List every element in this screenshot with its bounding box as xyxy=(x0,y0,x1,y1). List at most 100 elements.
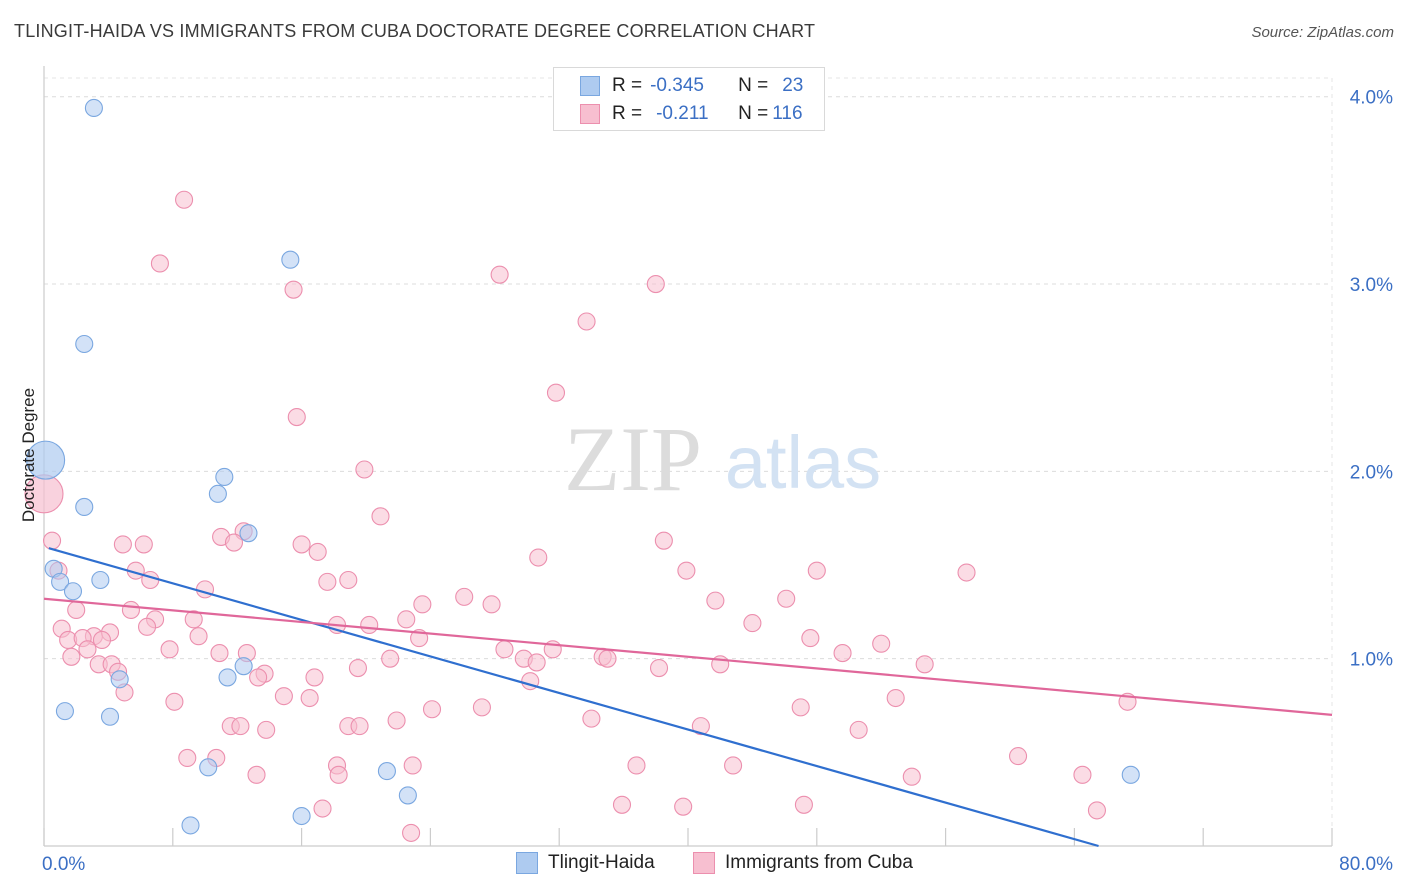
point-cuba xyxy=(62,647,81,666)
point-tlingit xyxy=(63,582,83,601)
legend-swatch-tlingit xyxy=(516,852,538,874)
legend-item-tlingit: Tlingit-Haida xyxy=(516,852,655,874)
point-cuba xyxy=(274,687,293,706)
point-cuba xyxy=(339,570,358,590)
point-cuba xyxy=(210,644,229,663)
legend-swatch-tlingit xyxy=(580,76,600,96)
point-cuba xyxy=(413,595,432,614)
point-tlingit xyxy=(199,758,218,777)
point-cuba xyxy=(257,720,276,739)
point-cuba xyxy=(224,533,244,552)
point-cuba xyxy=(348,658,368,678)
x-tick-label: 0.0% xyxy=(42,854,85,875)
point-tlingit xyxy=(234,657,253,676)
trend-lines xyxy=(43,547,1333,848)
point-cuba xyxy=(195,580,215,599)
y-tick-label: 1.0% xyxy=(1350,650,1393,671)
watermark: ZIP atlas xyxy=(564,408,881,510)
point-cuba xyxy=(902,767,921,786)
point-cuba xyxy=(165,692,184,711)
point-cuba xyxy=(141,570,160,590)
point-tlingit xyxy=(110,670,129,689)
point-cuba xyxy=(674,797,693,816)
point-cuba xyxy=(777,589,796,608)
point-cuba xyxy=(92,630,112,650)
legend-row-tlingit: R = -0.345 N = 23 xyxy=(554,73,803,99)
legend-item-cuba: Immigrants from Cuba xyxy=(693,852,913,874)
point-cuba xyxy=(137,617,157,636)
point-cuba xyxy=(247,765,266,784)
y-tick-label: 2.0% xyxy=(1350,462,1393,483)
point-tlingit xyxy=(1121,765,1140,784)
point-tlingit xyxy=(75,497,94,517)
point-cuba xyxy=(300,688,319,708)
point-tlingit xyxy=(239,524,258,543)
point-cuba xyxy=(724,756,743,775)
legend-row-cuba: R = -0.211 N = 116 xyxy=(554,101,803,127)
y-axis-label: Doctorate Degree xyxy=(19,388,38,522)
point-cuba xyxy=(482,595,501,614)
point-cuba xyxy=(490,265,509,284)
point-cuba xyxy=(381,649,400,668)
point-cuba xyxy=(495,640,514,659)
series-legend: Tlingit-Haida Immigrants from Cuba xyxy=(0,852,1406,876)
trend-line-cuba xyxy=(43,597,1333,716)
point-cuba xyxy=(178,748,197,768)
point-cuba xyxy=(305,668,324,687)
point-cuba xyxy=(957,563,976,582)
trend-line-tlingit xyxy=(48,547,1099,848)
legend-r-label: R = xyxy=(612,103,643,124)
legend-r-label: R = xyxy=(612,75,643,96)
point-cuba xyxy=(677,561,696,580)
point-cuba xyxy=(160,640,179,659)
legend-label-cuba: Immigrants from Cuba xyxy=(725,852,913,873)
point-cuba xyxy=(706,591,725,610)
axes xyxy=(43,66,1333,847)
legend-n-label: N = xyxy=(738,103,769,124)
point-tlingit xyxy=(208,484,227,503)
point-cuba xyxy=(121,600,140,620)
legend-r-value: -0.211 xyxy=(656,103,709,124)
point-cuba xyxy=(403,756,422,775)
point-tlingit xyxy=(26,440,66,480)
point-cuba xyxy=(872,634,891,653)
point-cuba xyxy=(527,653,546,672)
point-cuba xyxy=(598,649,617,668)
point-cuba xyxy=(175,190,194,209)
point-cuba xyxy=(654,531,673,550)
stats-legend: R = -0.345 N = 23 R = -0.211 N = 116 xyxy=(553,67,825,131)
point-cuba xyxy=(472,698,491,717)
legend-swatch-cuba xyxy=(580,104,600,124)
point-cuba xyxy=(231,717,250,736)
point-cuba xyxy=(287,407,306,427)
point-cuba xyxy=(113,535,132,554)
point-tlingit xyxy=(100,707,120,726)
point-cuba xyxy=(743,614,762,633)
watermark-zip: ZIP xyxy=(564,408,702,510)
legend-n-value: 23 xyxy=(782,75,804,96)
point-cuba xyxy=(1073,765,1092,784)
point-cuba xyxy=(387,711,406,730)
point-cuba xyxy=(371,507,390,526)
legend-swatch-cuba xyxy=(693,852,715,874)
point-cuba xyxy=(1008,747,1028,766)
point-cuba xyxy=(612,795,632,814)
point-tlingit xyxy=(181,816,200,835)
watermark-atlas: atlas xyxy=(725,421,881,504)
point-cuba xyxy=(807,561,826,580)
point-cuba xyxy=(360,615,379,635)
y-tick-label: 3.0% xyxy=(1350,275,1393,296)
point-cuba xyxy=(646,274,665,294)
point-cuba xyxy=(249,668,268,687)
point-cuba xyxy=(794,795,813,814)
point-cuba xyxy=(801,629,820,648)
point-cuba xyxy=(313,799,332,818)
point-cuba xyxy=(134,535,153,554)
point-tlingit xyxy=(75,334,94,354)
point-cuba xyxy=(849,720,868,739)
axis-labels: 1.0% 2.0% 3.0% 4.0% 0.0% 80.0% Doctorate Degre… xyxy=(19,88,1393,875)
point-tlingit xyxy=(91,570,110,590)
point-tlingit xyxy=(218,668,237,687)
chart-title: TLINGIT-HAIDA VS IMMIGRANTS FROM CUBA DO… xyxy=(14,21,816,41)
legend-r-value: -0.345 xyxy=(650,75,704,96)
